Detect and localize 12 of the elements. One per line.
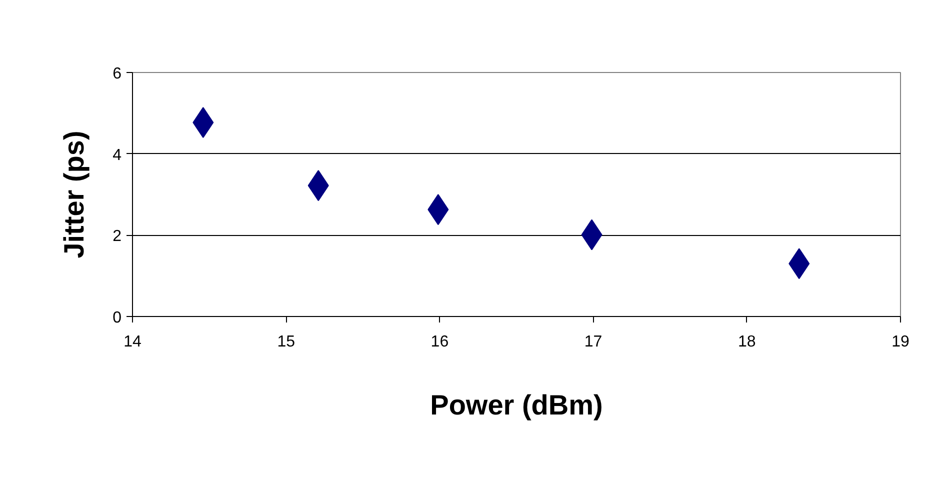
x-tick-label: 16 [430, 334, 449, 350]
x-tick-label: 19 [892, 334, 910, 350]
x-tick-label: 18 [738, 334, 756, 350]
y-axis-title: Jitter (ps) [58, 130, 90, 258]
y-tick-label: 2 [112, 228, 122, 246]
x-tick-label: 15 [277, 334, 296, 350]
x-tick-label: 14 [124, 334, 142, 350]
x-tick-label: 17 [584, 334, 602, 350]
y-tick-label: 0 [112, 310, 122, 326]
y-tick-label: 4 [112, 146, 122, 164]
y-tick-label: 6 [112, 66, 122, 82]
x-axis-title: Power (dBm) [430, 390, 603, 420]
